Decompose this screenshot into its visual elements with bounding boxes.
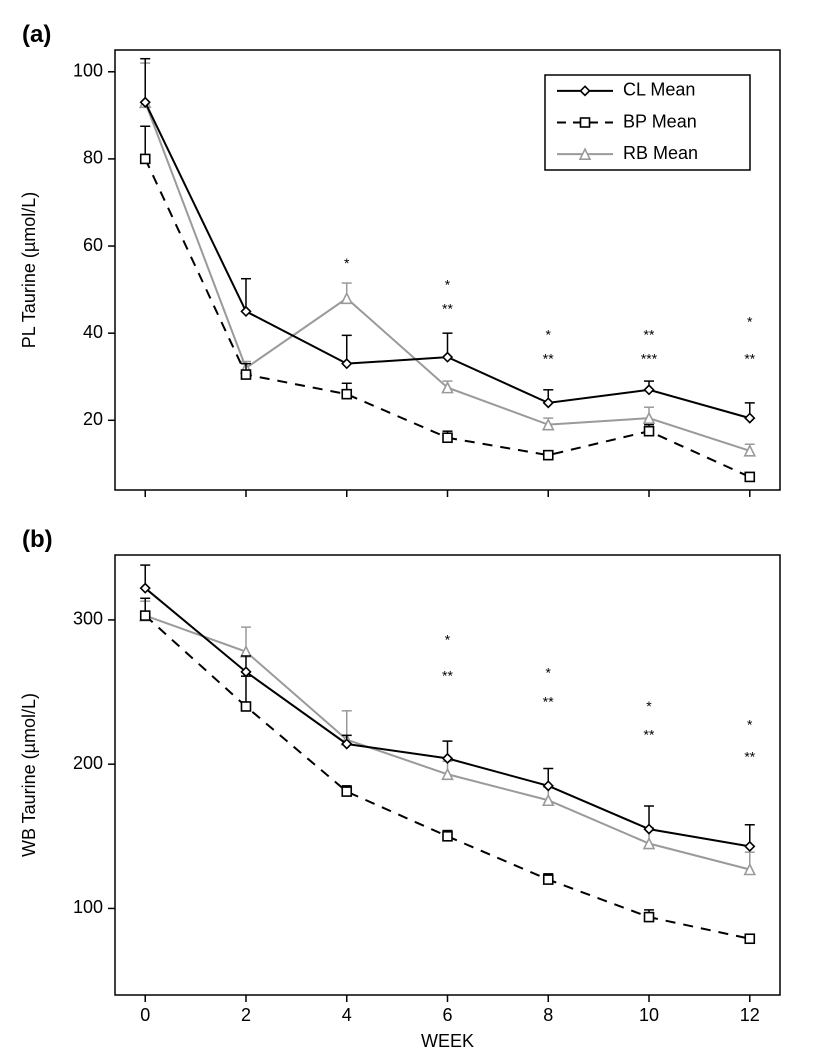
significance-annotation: * [546,665,552,681]
y-tick-label: 100 [73,897,103,917]
y-tick-label: 40 [83,322,103,342]
significance-annotation: ** [744,748,755,764]
x-tick-label: 0 [140,1005,150,1025]
significance-annotation: *** [641,351,658,367]
x-tick-label: 10 [639,1005,659,1025]
significance-annotation: ** [644,727,655,743]
panel-label: (a) [22,21,51,48]
y-tick-label: 20 [83,409,103,429]
significance-annotation: ** [543,693,554,709]
y-tick-label: 200 [73,753,103,773]
y-tick-label: 60 [83,235,103,255]
y-tick-label: 100 [73,61,103,81]
significance-annotation: * [747,314,753,330]
significance-annotation: * [445,631,451,647]
x-tick-label: 12 [740,1005,760,1025]
legend: CL Mean BP Mean RB Mean [545,75,750,170]
legend-label: RB Mean [623,143,698,163]
y-tick-label: 300 [73,609,103,629]
significance-annotation: * [546,327,552,343]
significance-annotation: * [344,255,350,271]
legend-label: CL Mean [623,80,695,100]
x-tick-label: 6 [442,1005,452,1025]
panel-label: (b) [22,526,53,553]
significance-annotation: * [445,277,451,293]
significance-annotation: * [747,717,753,733]
y-tick-label: 80 [83,148,103,168]
significance-annotation: ** [744,351,755,367]
legend-label: BP Mean [623,111,697,131]
x-axis-label: WEEK [421,1031,474,1050]
significance-annotation: ** [442,668,453,684]
x-tick-label: 8 [543,1005,553,1025]
series-CL [140,565,755,851]
panel_b: 100 200 300 0 2 4 6 8 10 12 WB Taurine (µmol/L) (b)… [19,526,780,1025]
significance-annotation: ** [644,327,655,343]
x-tick-label: 4 [342,1005,352,1025]
y-axis-label: PL Taurine (µmol/L) [19,192,39,348]
x-tick-label: 2 [241,1005,251,1025]
significance-annotation: ** [543,351,554,367]
significance-annotation: * [646,698,652,714]
significance-annotation: ** [442,301,453,317]
figure: 20406080100PL Taurine (µmol/L)(a)*******… [0,0,827,1050]
y-axis-label: WB Taurine (µmol/L) [19,693,39,857]
